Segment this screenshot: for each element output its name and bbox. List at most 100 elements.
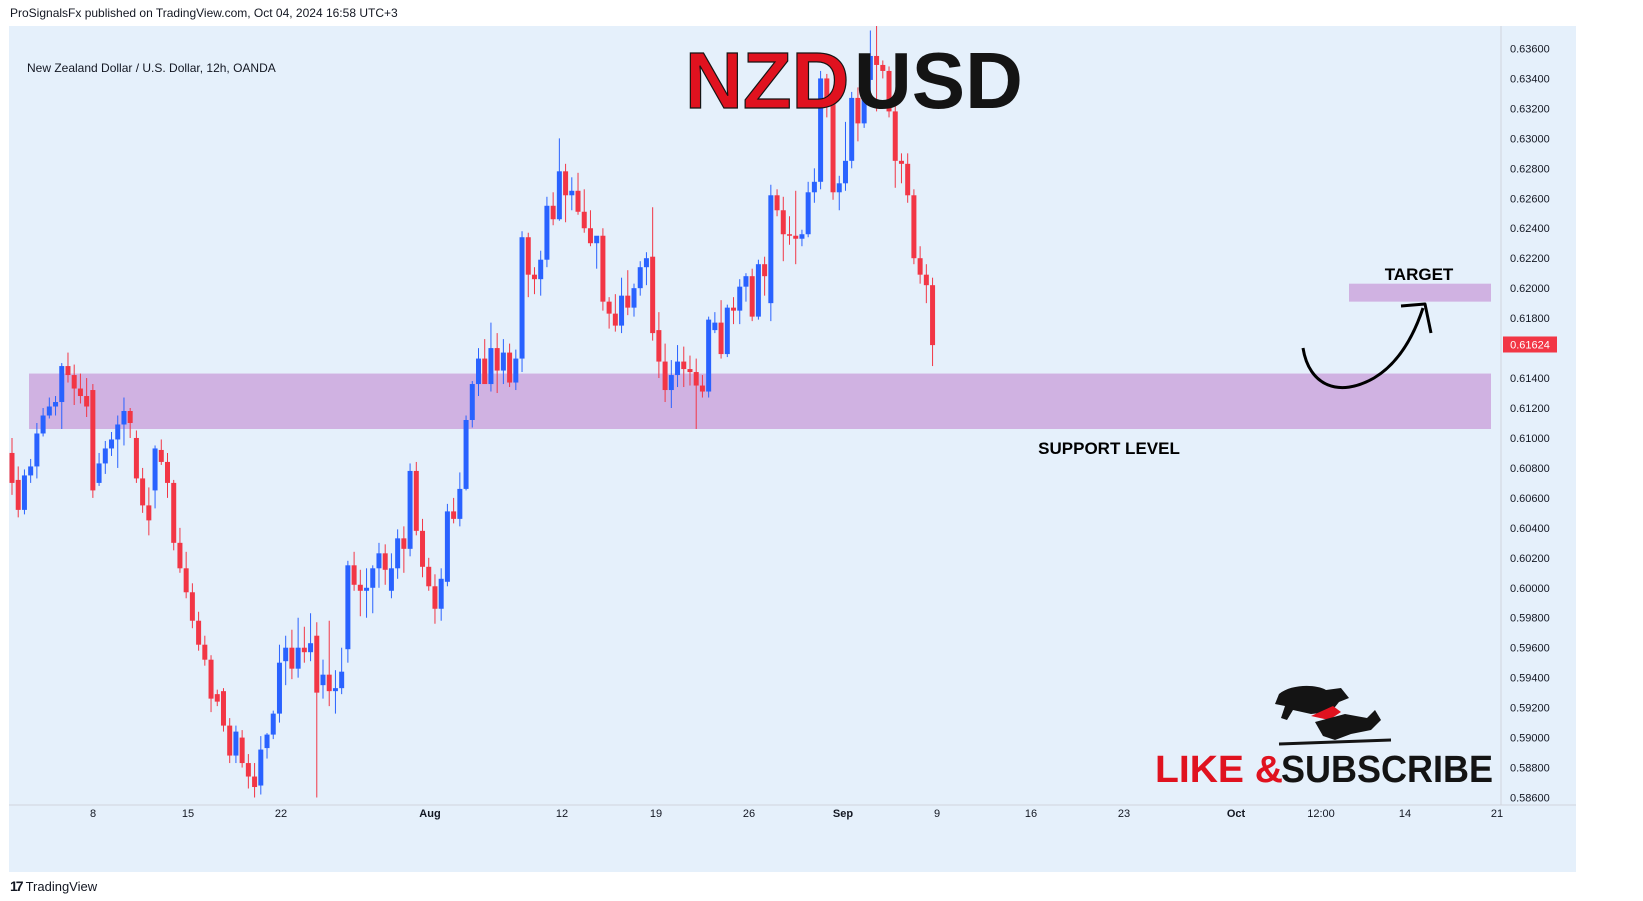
candle-body bbox=[880, 64, 886, 71]
y-tick-label: 0.62400 bbox=[1510, 223, 1550, 235]
candle-body bbox=[799, 234, 805, 239]
candle-body bbox=[469, 384, 475, 420]
candle-body bbox=[606, 301, 612, 314]
candle-body bbox=[650, 256, 656, 334]
candle-body bbox=[494, 348, 500, 371]
candle-body bbox=[357, 584, 363, 591]
candle-body bbox=[768, 195, 774, 304]
candle-body bbox=[855, 97, 861, 124]
time-axis: 8 15 22 Aug 12 19 26 Sep 9 16 23 Oct 12:00 14 21 bbox=[9, 804, 1576, 820]
candle-body bbox=[71, 375, 77, 389]
y-tick-label: 0.59400 bbox=[1510, 673, 1550, 685]
candle-body bbox=[252, 776, 258, 788]
candle-body bbox=[706, 319, 712, 392]
candle-body bbox=[898, 160, 904, 164]
candle-body bbox=[376, 553, 382, 569]
candle-body bbox=[755, 264, 761, 317]
candle-body bbox=[923, 274, 929, 286]
last-price-label: 0.61624 bbox=[1510, 339, 1550, 351]
candle-body bbox=[196, 620, 202, 645]
candle-body bbox=[314, 635, 320, 693]
candle-body bbox=[158, 449, 164, 462]
candle-body bbox=[59, 366, 65, 403]
candle-body bbox=[364, 587, 370, 591]
candle-body bbox=[345, 565, 351, 650]
chart-area[interactable]: 0.63600 0.63400 0.63200 0.63000 0.62800 0.626… bbox=[9, 26, 1576, 872]
candle-body bbox=[693, 372, 699, 386]
y-tick-label: 0.59200 bbox=[1510, 703, 1550, 715]
candle-body bbox=[320, 674, 326, 686]
y-tick-label: 0.60400 bbox=[1510, 523, 1550, 535]
target-zone bbox=[1349, 283, 1491, 302]
tradingview-logo-icon: 17 bbox=[10, 878, 24, 894]
x-tick-label: 8 bbox=[90, 808, 96, 820]
x-tick-label: Sep bbox=[833, 808, 853, 820]
x-tick-label: Oct bbox=[1227, 808, 1246, 820]
candle-body bbox=[731, 307, 737, 311]
candle-body bbox=[525, 237, 531, 275]
candle-body bbox=[413, 470, 419, 531]
candle-body bbox=[507, 352, 513, 383]
y-tick-label: 0.61400 bbox=[1510, 373, 1550, 385]
candle-body bbox=[892, 111, 898, 161]
candle-body bbox=[40, 415, 46, 434]
title-usd: USD bbox=[854, 36, 1023, 125]
candle-body bbox=[824, 78, 830, 103]
candle-body bbox=[270, 713, 276, 735]
symbol-description: New Zealand Dollar / U.S. Dollar, 12h, O… bbox=[27, 61, 276, 75]
candle-body bbox=[631, 288, 637, 308]
y-tick-label: 0.59000 bbox=[1510, 733, 1550, 745]
x-tick-label: 22 bbox=[275, 808, 287, 820]
y-tick-label: 0.62600 bbox=[1510, 193, 1550, 205]
x-tick-label: 23 bbox=[1118, 808, 1130, 820]
candle-body bbox=[687, 369, 693, 373]
candle-body bbox=[264, 734, 270, 749]
candle-body bbox=[849, 97, 855, 161]
candle-body bbox=[917, 258, 923, 275]
y-tick-label: 0.58800 bbox=[1510, 763, 1550, 775]
x-tick-label: 26 bbox=[743, 808, 755, 820]
candle-body bbox=[283, 647, 289, 662]
candle-body bbox=[500, 352, 506, 371]
candle-body bbox=[395, 538, 401, 569]
candle-body bbox=[34, 433, 40, 467]
candle-body bbox=[233, 731, 239, 756]
candle-body bbox=[426, 566, 432, 587]
x-tick-label: 16 bbox=[1025, 808, 1037, 820]
candle-body bbox=[662, 361, 668, 391]
candle-body bbox=[930, 285, 936, 346]
candle-body bbox=[594, 235, 600, 244]
candle-body bbox=[208, 659, 214, 699]
x-tick-label: 15 bbox=[182, 808, 194, 820]
candle-body bbox=[569, 190, 575, 196]
candle-body bbox=[830, 102, 836, 193]
y-tick-label: 0.62000 bbox=[1510, 283, 1550, 295]
candle-body bbox=[152, 448, 158, 491]
candle-body bbox=[295, 647, 301, 669]
y-tick-label: 0.60600 bbox=[1510, 493, 1550, 505]
candle-body bbox=[227, 725, 233, 756]
x-tick-label: 12 bbox=[556, 808, 568, 820]
candle-body bbox=[513, 358, 519, 383]
y-tick-label: 0.60200 bbox=[1510, 553, 1550, 565]
tradingview-brand[interactable]: 17 TradingView bbox=[10, 878, 97, 894]
candle-body bbox=[451, 511, 457, 519]
candle-body bbox=[214, 694, 220, 702]
candle-body bbox=[836, 183, 842, 193]
candle-body bbox=[575, 190, 581, 212]
candle-body bbox=[699, 385, 705, 392]
x-tick-label: 12:00 bbox=[1307, 808, 1335, 820]
candle-body bbox=[21, 475, 27, 510]
candle-body bbox=[109, 439, 115, 449]
target-label: TARGET bbox=[1385, 265, 1454, 284]
title-nzd: NZD bbox=[685, 36, 849, 125]
support-zone bbox=[29, 373, 1491, 429]
candle-body bbox=[482, 358, 488, 385]
candle-body bbox=[787, 234, 792, 236]
candle-body bbox=[457, 488, 463, 519]
candle-body bbox=[818, 78, 824, 182]
candle-body bbox=[712, 322, 718, 331]
candle-body bbox=[46, 406, 52, 416]
y-tick-label: 0.59800 bbox=[1510, 613, 1550, 625]
candle-body bbox=[90, 390, 96, 491]
